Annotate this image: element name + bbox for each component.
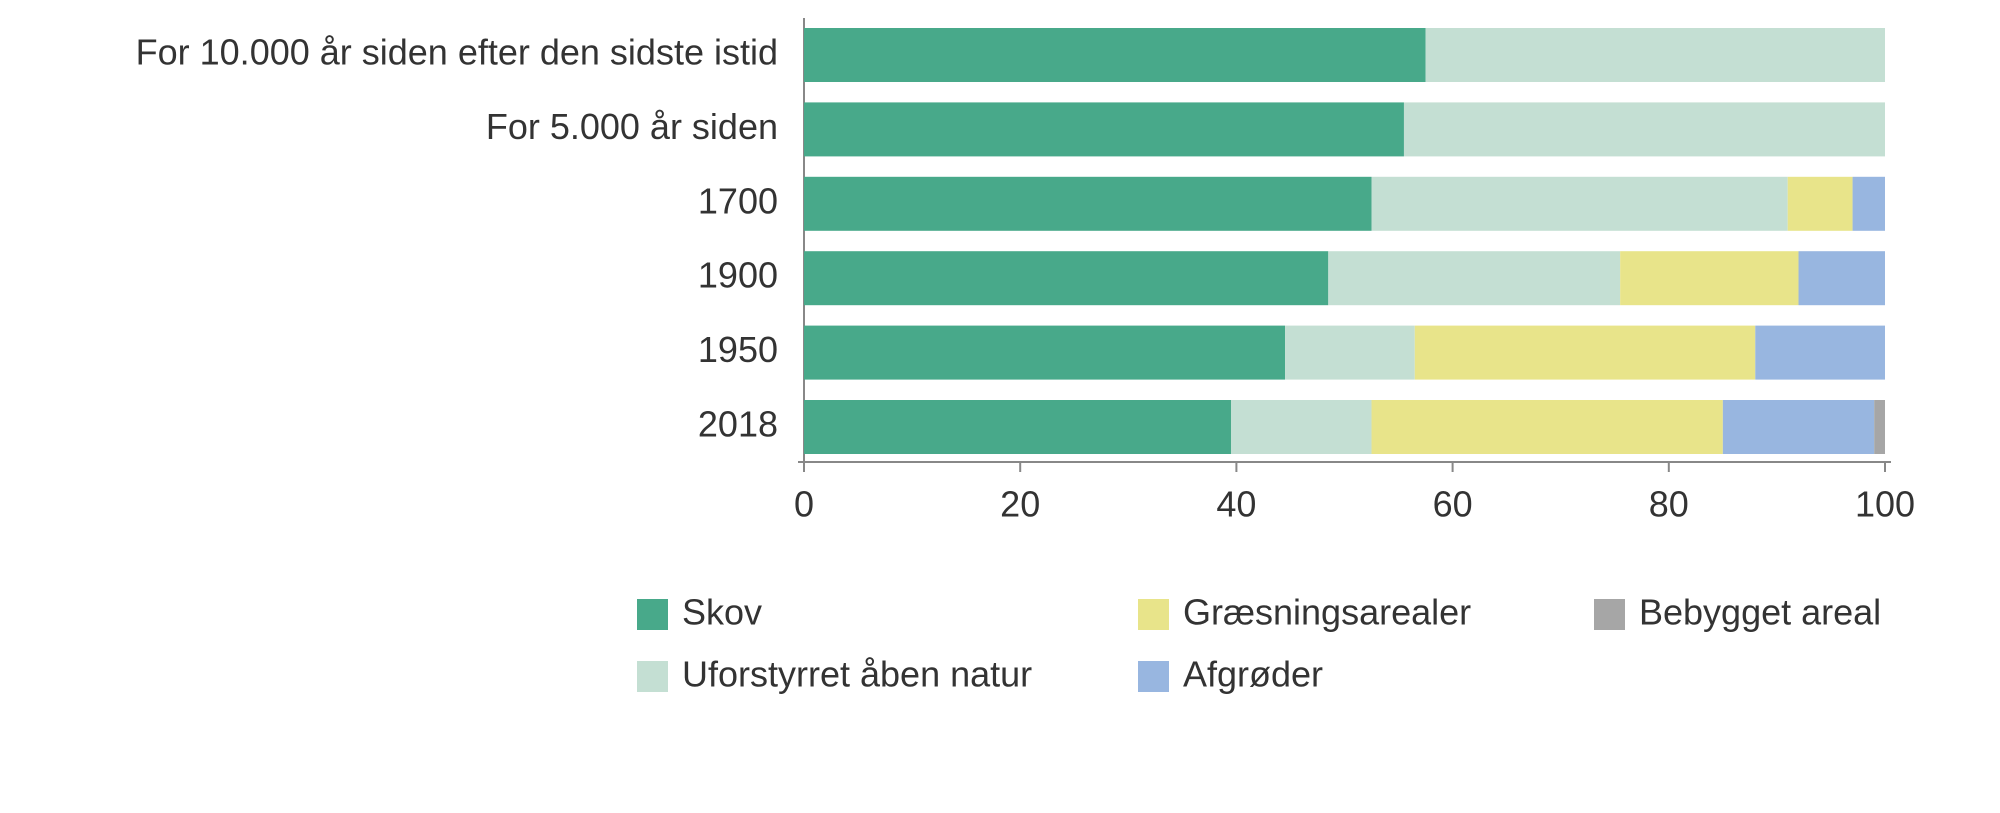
bar-segment bbox=[804, 28, 1426, 82]
x-tick-label: 100 bbox=[1855, 484, 1915, 525]
y-tick-label: 1950 bbox=[698, 329, 778, 370]
x-tick-label: 20 bbox=[1000, 484, 1040, 525]
bar-segment bbox=[1620, 251, 1799, 306]
bar-segment bbox=[804, 102, 1404, 157]
bar-segment bbox=[1371, 400, 1723, 454]
legend-label: Afgrøder bbox=[1183, 654, 1323, 695]
y-tick-label: For 10.000 år siden efter den sidste ist… bbox=[136, 32, 778, 73]
legend-swatch bbox=[637, 661, 668, 692]
bar-segment bbox=[1755, 325, 1885, 380]
x-tick-label: 40 bbox=[1216, 484, 1256, 525]
legend-swatch bbox=[1594, 599, 1625, 630]
bar-segment bbox=[1852, 176, 1885, 231]
legend-swatch bbox=[1138, 599, 1169, 630]
bar-segment bbox=[1403, 102, 1885, 157]
bar-segment bbox=[1371, 176, 1788, 231]
bar-segment bbox=[1285, 325, 1415, 380]
bar-segment bbox=[1722, 400, 1875, 454]
y-tick-label: For 5.000 år siden bbox=[486, 106, 778, 147]
bar-segment bbox=[804, 325, 1286, 380]
legend-label: Skov bbox=[682, 592, 762, 633]
bar-segment bbox=[804, 176, 1372, 231]
bar-segment bbox=[1230, 400, 1372, 454]
bar-segment bbox=[1414, 325, 1756, 380]
x-tick-label: 60 bbox=[1433, 484, 1473, 525]
bar-segment bbox=[1787, 176, 1853, 231]
bar-segment bbox=[804, 400, 1231, 454]
y-tick-label: 1700 bbox=[698, 180, 778, 221]
legend-swatch bbox=[637, 599, 668, 630]
bar-segment bbox=[1874, 400, 1885, 454]
bar-segment bbox=[1798, 251, 1885, 306]
legend-label: Bebygget areal bbox=[1639, 592, 1881, 633]
bar-segment bbox=[1425, 28, 1885, 82]
x-tick-label: 80 bbox=[1649, 484, 1689, 525]
y-tick-label: 2018 bbox=[698, 404, 778, 445]
bar-segment bbox=[804, 251, 1329, 306]
legend-label: Græsningsarealer bbox=[1183, 592, 1471, 633]
legend-swatch bbox=[1138, 661, 1169, 692]
bar-segment bbox=[1328, 251, 1621, 306]
y-tick-label: 1900 bbox=[698, 255, 778, 296]
legend-label: Uforstyrret åben natur bbox=[682, 654, 1032, 695]
x-tick-label: 0 bbox=[794, 484, 814, 525]
